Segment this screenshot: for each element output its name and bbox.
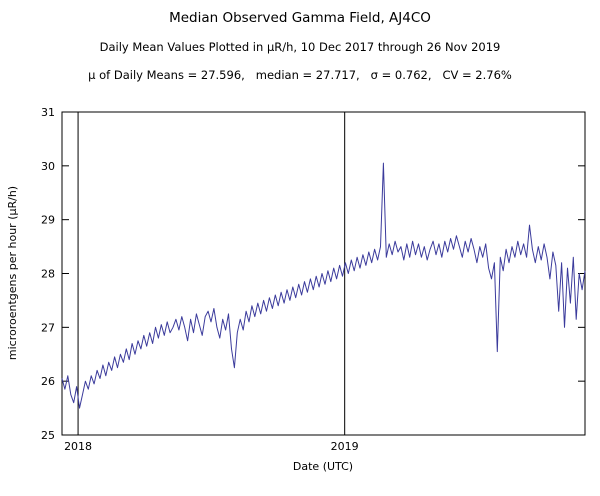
y-tick-label: 28 bbox=[41, 268, 55, 281]
x-axis-label: Date (UTC) bbox=[293, 460, 353, 473]
chart-subtitle: Daily Mean Values Plotted in µR/h, 10 De… bbox=[99, 40, 501, 54]
y-tick-label: 25 bbox=[41, 429, 55, 442]
x-tick-label: 2019 bbox=[331, 440, 359, 453]
x-tick-label: 2018 bbox=[64, 440, 92, 453]
series-line bbox=[61, 162, 586, 409]
y-axis-label: microroentgens per hour (µR/h) bbox=[6, 186, 19, 360]
y-tick-label: 30 bbox=[41, 160, 55, 173]
y-tick-label: 26 bbox=[41, 375, 55, 388]
plot-area: 2018 2019 25 26 27 28 29 30 31 bbox=[41, 106, 586, 453]
chart-stats-line: µ of Daily Means = 27.596, median = 27.7… bbox=[88, 68, 512, 82]
y-tick-label: 31 bbox=[41, 106, 55, 119]
y-tick-label: 27 bbox=[41, 321, 55, 334]
plot-border bbox=[61, 111, 586, 436]
y-tick-label: 29 bbox=[41, 214, 55, 227]
chart-title: Median Observed Gamma Field, AJ4CO bbox=[169, 10, 431, 26]
